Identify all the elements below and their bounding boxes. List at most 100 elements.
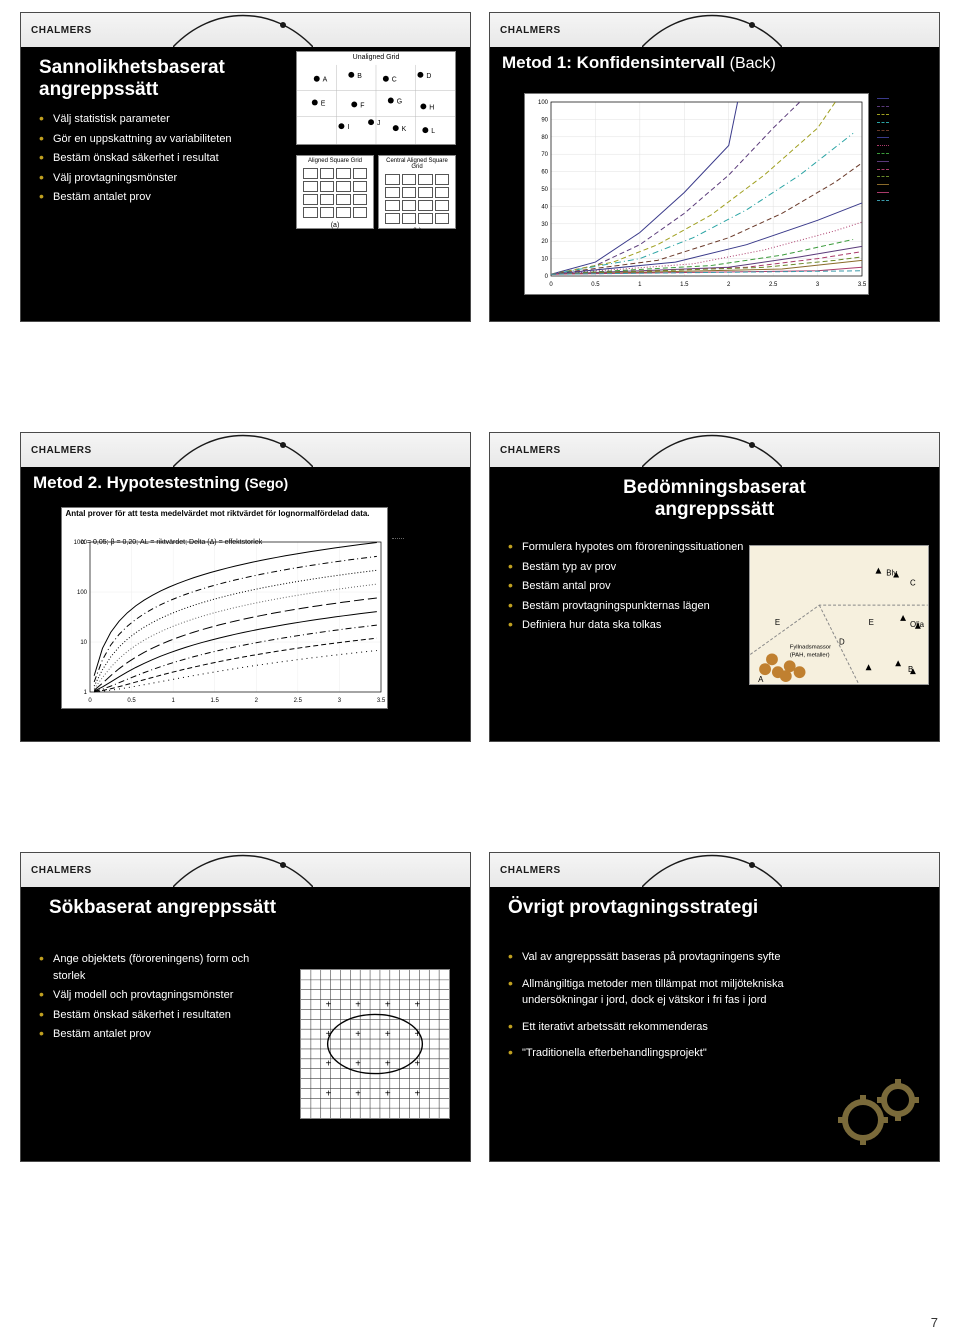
chart-legend: Delta = AL * 0,1Delta = AL * 0,2Delta = … [392, 511, 464, 581]
slide-title: Metod 2. Hypotestestning (Sego) [33, 473, 458, 493]
svg-text:I: I [347, 124, 349, 131]
svg-text:E: E [775, 618, 780, 627]
back-label: (Back) [730, 55, 776, 72]
svg-text:(PAH, metaller): (PAH, metaller) [790, 652, 830, 658]
slide-6: CHALMERS Övrigt provtagningsstrategi Val… [489, 852, 940, 1162]
bullet-item: Ange objektets (föroreningens) form och … [39, 951, 279, 984]
bullet-item: Bestäm önskad säkerhet i resultat [39, 150, 270, 167]
site-diagram: EE D C Bly Olja Fyllnadsmassor (PAH, met… [749, 545, 929, 685]
bullet-item: "Traditionella efterbehandlingsprojekt" [508, 1045, 830, 1062]
title-text: Metod 1: Konfidensintervall [502, 53, 725, 72]
svg-text:50: 50 [541, 187, 548, 193]
chart-title: Antal prover för att testa medelvärdet m… [65, 509, 370, 518]
svg-text:+: + [385, 1059, 391, 1070]
svg-text:J: J [377, 120, 380, 127]
brand-label: CHALMERS [21, 445, 92, 456]
fig-caption: Unaligned Grid [297, 52, 455, 61]
title-line-2: angreppssätt [39, 79, 158, 100]
brand-label: CHALMERS [490, 25, 561, 36]
svg-text:1.5: 1.5 [680, 282, 689, 288]
svg-text:C: C [392, 77, 397, 84]
svg-text:L: L [431, 128, 435, 135]
slide-4: CHALMERS Bedömningsbaserat angreppssätt … [489, 432, 940, 742]
grid-figure-top: Unaligned Grid A B C D E F G H I J K [296, 51, 456, 145]
svg-text:+: + [385, 999, 391, 1010]
x-axis-label: Variationskoefficient, CV [490, 306, 879, 315]
bullet-item: Bestäm antalet prov [39, 1026, 279, 1043]
fig-caption: Aligned Square Grid [299, 158, 371, 164]
svg-text:A: A [758, 675, 764, 684]
svg-text:60: 60 [541, 170, 548, 176]
bullet-item: Välj provtagningsmönster [39, 170, 270, 187]
svg-text:+: + [414, 1059, 420, 1070]
brand-label: CHALMERS [21, 865, 92, 876]
svg-text:70: 70 [541, 152, 548, 158]
svg-text:+: + [326, 1088, 332, 1099]
svg-text:+: + [414, 1029, 420, 1040]
svg-text:+: + [414, 1088, 420, 1099]
chart-subtitle: α = 0,05; β = 0,20; AL = riktvärdet; Del… [81, 539, 262, 546]
slide-title: Metod 1: Konfidensintervall (Back) [502, 53, 927, 73]
swoosh-icon [173, 853, 313, 887]
x-axis-label: CV [21, 716, 410, 725]
svg-text:G: G [397, 98, 402, 105]
svg-text:H: H [429, 104, 434, 111]
svg-text:40: 40 [541, 204, 548, 210]
y-axis-label: Antal prov [508, 177, 517, 213]
svg-text:K: K [402, 126, 407, 133]
bullet-item: Formulera hypotes om föroreningssituatio… [508, 539, 748, 556]
bullet-list: Ange objektets (föroreningens) form och … [39, 951, 279, 1043]
slide-title: Sökbaserat angreppssätt [49, 897, 452, 919]
brand-label: CHALMERS [490, 865, 561, 876]
slide-2: CHALMERS Metod 1: Konfidensintervall (Ba… [489, 12, 940, 322]
slide-header: CHALMERS [490, 853, 939, 887]
bullet-item: Bestäm antal prov [508, 578, 748, 595]
slide-header: CHALMERS [21, 13, 470, 47]
svg-text:10: 10 [541, 257, 548, 263]
title-line-1: Sannolikhetsbaserat [39, 57, 225, 78]
page-number: 7 [931, 1315, 938, 1330]
bullet-item: Välj modell och provtagningsmönster [39, 987, 279, 1004]
svg-text:2.5: 2.5 [769, 282, 778, 288]
svg-text:0.5: 0.5 [127, 698, 136, 704]
svg-text:+: + [326, 999, 332, 1010]
svg-text:+: + [414, 999, 420, 1010]
svg-text:10: 10 [80, 640, 87, 646]
bullet-item: Bestäm önskad säkerhet i resultaten [39, 1007, 279, 1024]
y-axis-label: n (antal prover) [39, 599, 57, 647]
bullet-item: Välj statistisk parameter [39, 111, 270, 128]
slide-3: CHALMERS Metod 2. Hypotestestning (Sego)… [20, 432, 471, 742]
bullet-item: Bestäm antalet prov [39, 189, 270, 206]
svg-text:1.5: 1.5 [211, 698, 220, 704]
svg-text:+: + [355, 1088, 361, 1099]
svg-text:+: + [355, 1029, 361, 1040]
slide-5: CHALMERS Sökbaserat angreppssätt Ange ob… [20, 852, 471, 1162]
svg-text:E: E [869, 618, 874, 627]
slide-title: Bedömningsbaserat angreppssätt [508, 477, 921, 521]
swoosh-icon [642, 13, 782, 47]
swoosh-icon [173, 13, 313, 47]
grid-figure-a: Aligned Square Grid (a) [296, 155, 374, 229]
brand-label: CHALMERS [490, 445, 561, 456]
bullet-list: Val av angreppssätt baseras på provtagni… [508, 949, 830, 1062]
svg-text:90: 90 [541, 117, 548, 123]
chart-hypothesis-test: 00.511.522.533.51101001000 [61, 507, 388, 709]
svg-text:+: + [355, 999, 361, 1010]
svg-text:D: D [839, 638, 845, 647]
swoosh-icon [642, 853, 782, 887]
title-line-2: angreppssätt [655, 499, 774, 520]
svg-text:+: + [326, 1029, 332, 1040]
svg-text:3.5: 3.5 [858, 282, 867, 288]
slide-title: Sannolikhetsbaserat angreppssätt [39, 57, 270, 101]
slide-title: Övrigt provtagningsstrategi [508, 897, 921, 919]
bullet-item: Allmängiltiga metoder men tillämpat mot … [508, 976, 830, 1009]
brand-label: CHALMERS [21, 25, 92, 36]
bullet-list: Formulera hypotes om föroreningssituatio… [508, 539, 748, 637]
bullet-item: Definiera hur data ska tolkas [508, 617, 748, 634]
svg-text:3.5: 3.5 [377, 698, 386, 704]
svg-text:F: F [360, 102, 364, 109]
svg-text:+: + [385, 1029, 391, 1040]
svg-text:0.5: 0.5 [591, 282, 600, 288]
slide-header: CHALMERS [21, 853, 470, 887]
bullet-item: Ett iterativt arbetssätt rekommenderas [508, 1019, 830, 1036]
